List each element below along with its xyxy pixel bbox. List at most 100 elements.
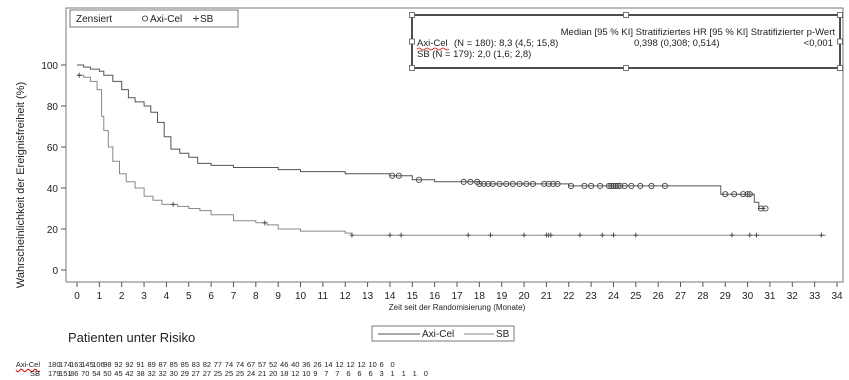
censor-mark-sb — [349, 232, 355, 238]
x-tick-label: 10 — [295, 291, 307, 302]
line-legend-box — [371, 325, 515, 342]
censor-legend-axi: Axi-Cel — [150, 14, 182, 25]
risk-value: 179 — [48, 369, 61, 378]
x-tick-label: 17 — [451, 291, 463, 302]
line-legend-axi: Axi-Cel — [422, 329, 454, 340]
risk-value: 12 — [357, 360, 366, 369]
y-tick-label: 60 — [47, 143, 59, 154]
y-tick-label: 80 — [47, 102, 59, 113]
censor-mark-axi-cel — [637, 182, 644, 189]
spellcheck-underline — [416, 47, 450, 51]
stats-row2: SB (N = 179): 2,0 (1,6; 2,8) — [417, 49, 531, 60]
censor-mark-axi-cel — [496, 180, 503, 187]
risk-value: 74 — [235, 360, 245, 369]
risk-value: 0 — [390, 360, 395, 369]
censor-mark-axi-cel — [744, 191, 751, 198]
risk-value: 25 — [224, 369, 234, 378]
stats-box-handle — [837, 12, 843, 18]
censor-mark-axi-cel — [746, 191, 753, 198]
y-tick-label: 0 — [52, 266, 58, 277]
censor-mark-axi-cel — [581, 182, 588, 189]
censor-mark-axi-cel — [762, 205, 769, 212]
risk-value: 85 — [180, 360, 189, 369]
risk-value: 36 — [302, 360, 311, 369]
risk-value: 29 — [180, 369, 189, 378]
censor-mark-axi-cel — [489, 180, 496, 187]
censor-mark-sb — [818, 232, 824, 238]
y-tick-label: 20 — [47, 225, 59, 236]
risk-value: 92 — [114, 360, 123, 369]
risk-value: 70 — [81, 369, 90, 378]
x-tick-label: 5 — [186, 291, 192, 302]
risk-value: 98 — [103, 360, 112, 369]
risk-value: 38 — [136, 369, 145, 378]
censor-mark-sb — [548, 232, 554, 238]
risk-table-title: Patienten unter Risiko — [68, 330, 196, 345]
censor-mark-axi-cel — [480, 180, 487, 187]
stats-box-handle — [409, 38, 415, 45]
risk-value: 83 — [191, 360, 200, 369]
censor-mark-axi-cel — [467, 178, 474, 185]
censor-mark-sb — [76, 72, 82, 78]
x-tick-label: 11 — [318, 291, 329, 302]
censor-mark-sb — [747, 232, 753, 238]
censor-mark-sb — [521, 232, 527, 238]
risk-value: 52 — [269, 360, 278, 369]
line-legend-sb: SB — [496, 329, 510, 340]
plot-frame — [65, 7, 844, 283]
censor-mark-axi-cel — [614, 182, 621, 189]
x-tick-label: 18 — [474, 291, 486, 302]
risk-value: 151 — [59, 369, 72, 378]
censor-mark-axi-cel — [545, 180, 552, 187]
x-tick-label: 31 — [764, 291, 776, 302]
censor-mark-axi-cel — [415, 176, 423, 183]
x-tick-label: 32 — [787, 291, 799, 302]
risk-value: 12 — [335, 360, 344, 369]
censor-mark-axi-cel — [485, 180, 492, 187]
risk-value: 74 — [224, 360, 234, 369]
risk-value: 14 — [324, 360, 333, 369]
x-tick-label: 34 — [831, 291, 843, 302]
x-tick-label: 4 — [164, 291, 170, 302]
x-tick-label: 0 — [74, 291, 80, 302]
risk-value: 46 — [280, 360, 289, 369]
censor-mark-axi-cel — [612, 182, 619, 189]
x-tick-label: 8 — [253, 291, 259, 302]
risk-value: 0 — [423, 369, 428, 378]
x-tick-label: 29 — [720, 291, 732, 302]
risk-value: 180 — [48, 360, 61, 369]
censor-mark-sb — [488, 232, 494, 238]
censor-mark-axi-cel — [621, 182, 628, 189]
censor-mark-sb — [577, 232, 583, 238]
risk-value: 6 — [379, 360, 384, 369]
censor-mark-axi-cel — [597, 182, 604, 189]
censor-mark-axi-cel — [395, 172, 402, 179]
stats-header: Median [95 % KI] Stratifiziertes HR [95 … — [561, 27, 836, 38]
censor-mark-axi-cel — [529, 180, 537, 187]
censor-mark-axi-cel — [460, 178, 467, 185]
stats-box-handle — [837, 38, 843, 45]
censor-mark-axi-cel — [608, 182, 615, 189]
risk-value: 6 — [346, 369, 351, 378]
x-tick-label: 6 — [208, 291, 214, 302]
risk-value: 92 — [125, 360, 134, 369]
censor-mark-axi-cel — [541, 180, 548, 187]
censor-mark-sb — [387, 232, 393, 238]
stats-box-handle — [837, 65, 843, 71]
risk-value: 7 — [335, 369, 340, 378]
censor-mark-axi-cel — [661, 182, 668, 189]
risk-value: 25 — [213, 369, 223, 378]
risk-value: 89 — [147, 360, 156, 369]
x-tick-label: 20 — [518, 291, 530, 302]
x-tick-label: 28 — [697, 291, 709, 302]
risk-value: 85 — [169, 360, 178, 369]
censor-legend-circle-icon — [141, 15, 149, 22]
censor-mark-axi-cel — [550, 180, 557, 187]
risk-value: 174 — [59, 360, 72, 369]
x-tick-label: 21 — [541, 291, 553, 302]
risk-value: 20 — [269, 369, 278, 378]
censor-mark-sb — [170, 201, 176, 207]
x-tick-label: 22 — [563, 291, 575, 302]
censor-mark-sb — [729, 232, 735, 238]
